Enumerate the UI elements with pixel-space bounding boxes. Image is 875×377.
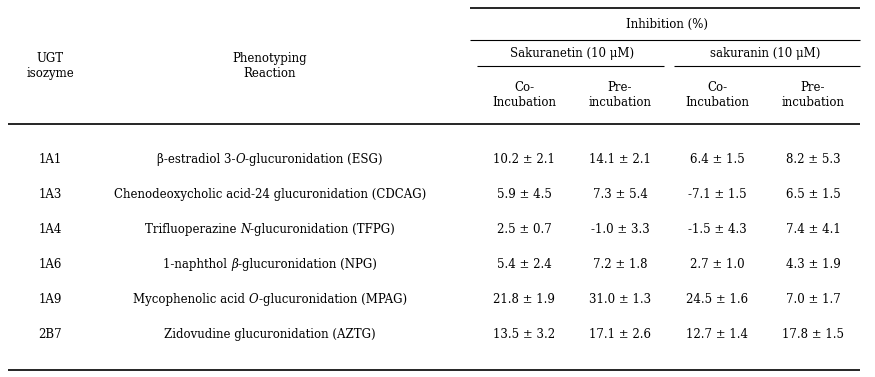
Text: 6.4 ± 1.5: 6.4 ± 1.5: [690, 153, 745, 166]
Text: Trifluoperazine: Trifluoperazine: [145, 223, 240, 236]
Text: 8.2 ± 5.3: 8.2 ± 5.3: [786, 153, 840, 166]
Text: 10.2 ± 2.1: 10.2 ± 2.1: [493, 153, 555, 166]
Text: Co-
Incubation: Co- Incubation: [492, 81, 556, 109]
Text: -7.1 ± 1.5: -7.1 ± 1.5: [688, 188, 746, 201]
Text: 4.3 ± 1.9: 4.3 ± 1.9: [786, 258, 840, 271]
Text: β: β: [231, 258, 238, 271]
Text: Mycophenolic acid: Mycophenolic acid: [133, 293, 249, 306]
Text: Phenotyping
Reaction: Phenotyping Reaction: [233, 52, 307, 80]
Text: -glucuronidation (MPAG): -glucuronidation (MPAG): [259, 293, 407, 306]
Text: 7.3 ± 5.4: 7.3 ± 5.4: [592, 188, 648, 201]
Text: 17.8 ± 1.5: 17.8 ± 1.5: [782, 328, 844, 341]
Text: -1.0 ± 3.3: -1.0 ± 3.3: [591, 223, 649, 236]
Text: 1A9: 1A9: [38, 293, 61, 306]
Text: 1-naphthol: 1-naphthol: [164, 258, 231, 271]
Text: 24.5 ± 1.6: 24.5 ± 1.6: [686, 293, 748, 306]
Text: 2.7 ± 1.0: 2.7 ± 1.0: [690, 258, 745, 271]
Text: 7.0 ± 1.7: 7.0 ± 1.7: [786, 293, 840, 306]
Text: β-estradiol 3-: β-estradiol 3-: [158, 153, 235, 166]
Text: -glucuronidation (TFPG): -glucuronidation (TFPG): [250, 223, 396, 236]
Text: N: N: [240, 223, 250, 236]
Text: 6.5 ± 1.5: 6.5 ± 1.5: [786, 188, 840, 201]
Text: Sakuranetin (10 μM): Sakuranetin (10 μM): [510, 46, 634, 60]
Text: Pre-
incubation: Pre- incubation: [589, 81, 652, 109]
Text: O: O: [235, 153, 245, 166]
Text: Inhibition (%): Inhibition (%): [626, 17, 709, 31]
Text: UGT
isozyme: UGT isozyme: [26, 52, 74, 80]
Text: -1.5 ± 4.3: -1.5 ± 4.3: [688, 223, 746, 236]
Text: 7.2 ± 1.8: 7.2 ± 1.8: [592, 258, 648, 271]
Text: 1A4: 1A4: [38, 223, 61, 236]
Text: O: O: [249, 293, 259, 306]
Text: 12.7 ± 1.4: 12.7 ± 1.4: [686, 328, 748, 341]
Text: 31.0 ± 1.3: 31.0 ± 1.3: [589, 293, 651, 306]
Text: 7.4 ± 4.1: 7.4 ± 4.1: [786, 223, 840, 236]
Text: 5.9 ± 4.5: 5.9 ± 4.5: [497, 188, 551, 201]
Text: 17.1 ± 2.6: 17.1 ± 2.6: [589, 328, 651, 341]
Text: -glucuronidation (ESG): -glucuronidation (ESG): [245, 153, 383, 166]
Text: 1A6: 1A6: [38, 258, 61, 271]
Text: 5.4 ± 2.4: 5.4 ± 2.4: [497, 258, 551, 271]
Text: 1A3: 1A3: [38, 188, 61, 201]
Text: 21.8 ± 1.9: 21.8 ± 1.9: [493, 293, 555, 306]
Text: 1A1: 1A1: [38, 153, 61, 166]
Text: 13.5 ± 3.2: 13.5 ± 3.2: [493, 328, 555, 341]
Text: -glucuronidation (NPG): -glucuronidation (NPG): [238, 258, 377, 271]
Text: 14.1 ± 2.1: 14.1 ± 2.1: [589, 153, 651, 166]
Text: sakuranin (10 μM): sakuranin (10 μM): [710, 46, 820, 60]
Text: Co-
Incubation: Co- Incubation: [685, 81, 749, 109]
Text: 2.5 ± 0.7: 2.5 ± 0.7: [497, 223, 551, 236]
Text: Zidovudine glucuronidation (AZTG): Zidovudine glucuronidation (AZTG): [164, 328, 376, 341]
Text: 2B7: 2B7: [38, 328, 62, 341]
Text: Chenodeoxycholic acid-24 glucuronidation (CDCAG): Chenodeoxycholic acid-24 glucuronidation…: [114, 188, 426, 201]
Text: Pre-
incubation: Pre- incubation: [781, 81, 844, 109]
